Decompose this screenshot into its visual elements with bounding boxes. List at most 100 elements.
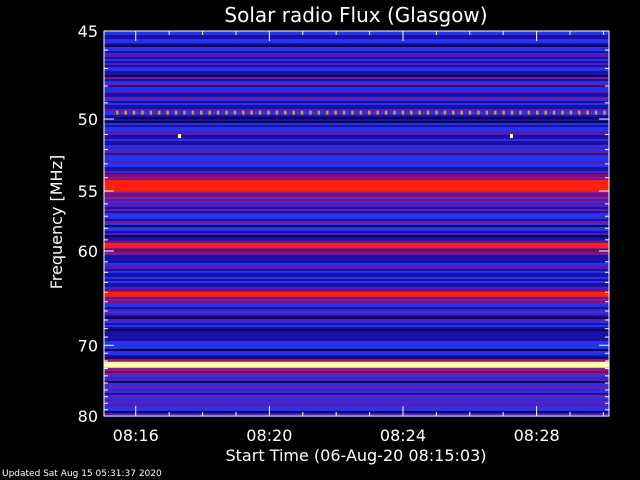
interference-dot xyxy=(342,110,346,115)
interference-dot xyxy=(158,110,161,115)
noise-row xyxy=(104,67,609,69)
interference-dot xyxy=(477,110,480,115)
noise-row xyxy=(104,315,609,317)
noise-row xyxy=(104,275,609,277)
noise-row xyxy=(104,237,609,239)
noise-row xyxy=(104,203,609,205)
noise-row xyxy=(104,261,609,263)
interference-dot xyxy=(569,110,573,115)
noise-row xyxy=(104,61,609,63)
y-tick-label: 80 xyxy=(78,407,98,426)
noise-row xyxy=(104,209,609,211)
interference-dot xyxy=(116,110,119,115)
noise-row xyxy=(104,339,609,341)
noise-row xyxy=(104,343,609,345)
interference-dot xyxy=(284,110,287,115)
noise-row xyxy=(104,121,609,123)
interference-dot xyxy=(578,110,581,115)
interference-dot xyxy=(334,110,337,115)
noise-row xyxy=(104,41,609,43)
noise-row xyxy=(104,351,609,353)
noise-row xyxy=(104,257,609,259)
noise-row xyxy=(104,403,609,405)
interference-dot xyxy=(485,110,489,115)
interference-dot xyxy=(124,110,127,115)
noise-row xyxy=(104,47,609,49)
interference-spot xyxy=(178,134,181,139)
noise-row xyxy=(104,313,609,315)
noise-row xyxy=(104,65,609,67)
noise-row xyxy=(104,115,609,117)
noise-row xyxy=(104,205,609,207)
noise-row xyxy=(104,347,609,349)
noise-row xyxy=(104,161,609,163)
noise-row xyxy=(104,105,609,107)
interference-dot xyxy=(393,110,396,115)
interference-dot xyxy=(242,110,245,115)
noise-row xyxy=(104,39,609,41)
noise-row xyxy=(104,77,609,79)
noise-row xyxy=(104,335,609,337)
noise-row xyxy=(104,223,609,225)
x-tick-label: 08:16 xyxy=(113,426,159,445)
interference-dot xyxy=(300,110,304,115)
noise-row xyxy=(104,73,609,75)
noise-row xyxy=(104,395,609,397)
noise-row xyxy=(104,87,609,89)
noise-row xyxy=(104,379,609,381)
emission-band xyxy=(104,242,609,248)
noise-row xyxy=(104,221,609,223)
noise-row xyxy=(104,167,609,169)
noise-row xyxy=(104,227,609,229)
noise-row xyxy=(104,305,609,307)
noise-row xyxy=(104,219,609,221)
noise-row xyxy=(104,271,609,273)
noise-row xyxy=(104,75,609,77)
interference-dot xyxy=(359,110,363,115)
noise-row xyxy=(104,409,609,411)
noise-row xyxy=(104,341,609,343)
noise-row xyxy=(104,169,609,171)
interference-dot xyxy=(250,110,253,115)
interference-dot xyxy=(494,110,497,115)
interference-dot xyxy=(326,110,329,115)
updated-timestamp: Updated Sat Aug 15 05:31:37 2020 xyxy=(2,469,162,479)
interference-dot xyxy=(174,110,178,115)
noise-row xyxy=(104,35,609,37)
interference-dot xyxy=(132,110,136,115)
noise-row xyxy=(104,45,609,47)
noise-row xyxy=(104,225,609,227)
interference-dot xyxy=(225,110,228,115)
interference-dot xyxy=(376,110,379,115)
interference-dot xyxy=(460,110,463,115)
noise-row xyxy=(104,269,609,271)
x-tick-label: 08:24 xyxy=(380,426,426,445)
interference-dot xyxy=(309,110,312,115)
interference-dot xyxy=(368,110,371,115)
noise-row xyxy=(104,157,609,159)
noise-row xyxy=(104,309,609,311)
noise-row xyxy=(104,355,609,357)
noise-row xyxy=(104,81,609,83)
noise-row xyxy=(104,277,609,279)
noise-row xyxy=(104,263,609,265)
interference-dot xyxy=(275,110,279,115)
interference-dot xyxy=(519,110,522,115)
noise-row xyxy=(104,85,609,87)
interference-dot xyxy=(594,110,598,115)
interference-dot xyxy=(200,110,203,115)
noise-row xyxy=(104,119,609,121)
noise-row xyxy=(104,57,609,59)
noise-row xyxy=(104,267,609,269)
interference-dot xyxy=(510,110,514,115)
interference-dot xyxy=(586,110,589,115)
interference-dot xyxy=(443,110,447,115)
noise-row xyxy=(104,125,609,127)
interference-dot xyxy=(426,110,430,115)
noise-row xyxy=(104,151,609,153)
noise-row xyxy=(104,389,609,391)
noise-row xyxy=(104,55,609,57)
interference-dot xyxy=(183,110,186,115)
noise-row xyxy=(104,401,609,403)
interference-dot xyxy=(561,110,564,115)
